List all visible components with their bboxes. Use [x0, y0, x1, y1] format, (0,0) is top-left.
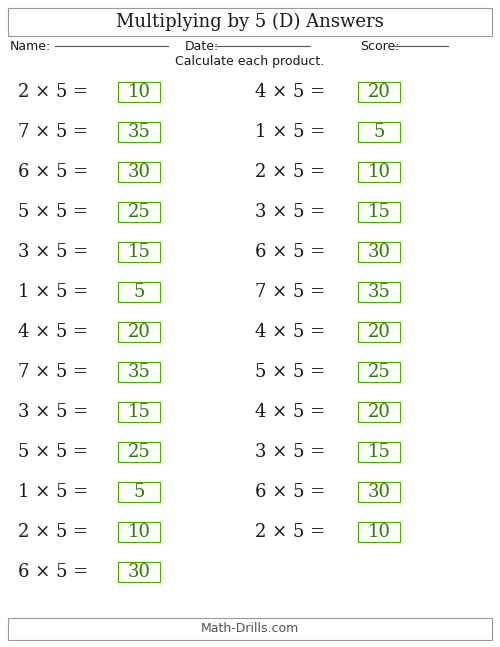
Text: 3 × 5 =: 3 × 5 = — [18, 243, 88, 261]
FancyBboxPatch shape — [118, 362, 160, 382]
Text: 4 × 5 =: 4 × 5 = — [18, 323, 88, 341]
Text: 35: 35 — [368, 283, 390, 301]
Text: 15: 15 — [128, 403, 150, 421]
FancyBboxPatch shape — [8, 618, 492, 640]
Text: 2 × 5 =: 2 × 5 = — [255, 163, 325, 181]
Text: 5: 5 — [374, 123, 384, 141]
Text: Date:: Date: — [185, 39, 219, 52]
Text: 25: 25 — [128, 443, 150, 461]
FancyBboxPatch shape — [358, 362, 400, 382]
FancyBboxPatch shape — [358, 162, 400, 182]
Text: 5 × 5 =: 5 × 5 = — [255, 363, 325, 381]
FancyBboxPatch shape — [118, 162, 160, 182]
Text: 7 × 5 =: 7 × 5 = — [18, 363, 88, 381]
FancyBboxPatch shape — [118, 322, 160, 342]
Text: 7 × 5 =: 7 × 5 = — [255, 283, 325, 301]
FancyBboxPatch shape — [118, 442, 160, 462]
Text: 2 × 5 =: 2 × 5 = — [18, 523, 88, 541]
Text: 3 × 5 =: 3 × 5 = — [18, 403, 88, 421]
Text: 10: 10 — [128, 83, 150, 101]
Text: 30: 30 — [128, 563, 150, 581]
Text: 1 × 5 =: 1 × 5 = — [18, 283, 88, 301]
FancyBboxPatch shape — [118, 82, 160, 102]
Text: 6 × 5 =: 6 × 5 = — [18, 163, 88, 181]
Text: 20: 20 — [368, 323, 390, 341]
FancyBboxPatch shape — [358, 242, 400, 262]
Text: 4 × 5 =: 4 × 5 = — [255, 323, 325, 341]
FancyBboxPatch shape — [358, 82, 400, 102]
FancyBboxPatch shape — [118, 562, 160, 582]
FancyBboxPatch shape — [358, 482, 400, 502]
Text: Calculate each product.: Calculate each product. — [176, 56, 324, 69]
Text: 30: 30 — [368, 483, 390, 501]
Text: 7 × 5 =: 7 × 5 = — [18, 123, 88, 141]
Text: 5 × 5 =: 5 × 5 = — [18, 443, 88, 461]
Text: 25: 25 — [128, 203, 150, 221]
Text: 6 × 5 =: 6 × 5 = — [255, 483, 325, 501]
Text: 30: 30 — [128, 163, 150, 181]
FancyBboxPatch shape — [118, 202, 160, 222]
FancyBboxPatch shape — [358, 442, 400, 462]
Text: 6 × 5 =: 6 × 5 = — [18, 563, 88, 581]
Text: 5: 5 — [134, 483, 144, 501]
Text: 20: 20 — [368, 403, 390, 421]
Text: 35: 35 — [128, 363, 150, 381]
Text: 3 × 5 =: 3 × 5 = — [255, 203, 325, 221]
Text: 15: 15 — [368, 443, 390, 461]
FancyBboxPatch shape — [358, 322, 400, 342]
Text: 1 × 5 =: 1 × 5 = — [18, 483, 88, 501]
FancyBboxPatch shape — [358, 282, 400, 302]
FancyBboxPatch shape — [118, 402, 160, 422]
FancyBboxPatch shape — [358, 122, 400, 142]
Text: 6 × 5 =: 6 × 5 = — [255, 243, 325, 261]
Text: 5 × 5 =: 5 × 5 = — [18, 203, 88, 221]
FancyBboxPatch shape — [358, 202, 400, 222]
Text: 10: 10 — [368, 163, 390, 181]
Text: 10: 10 — [368, 523, 390, 541]
FancyBboxPatch shape — [118, 482, 160, 502]
FancyBboxPatch shape — [118, 122, 160, 142]
Text: 4 × 5 =: 4 × 5 = — [255, 403, 325, 421]
Text: Math-Drills.com: Math-Drills.com — [201, 622, 299, 635]
Text: 2 × 5 =: 2 × 5 = — [18, 83, 88, 101]
Text: 1 × 5 =: 1 × 5 = — [255, 123, 325, 141]
Text: 30: 30 — [368, 243, 390, 261]
Text: 20: 20 — [128, 323, 150, 341]
Text: 5: 5 — [134, 283, 144, 301]
Text: 20: 20 — [368, 83, 390, 101]
FancyBboxPatch shape — [358, 522, 400, 542]
Text: 35: 35 — [128, 123, 150, 141]
Text: 4 × 5 =: 4 × 5 = — [255, 83, 325, 101]
FancyBboxPatch shape — [118, 282, 160, 302]
Text: 2 × 5 =: 2 × 5 = — [255, 523, 325, 541]
FancyBboxPatch shape — [118, 242, 160, 262]
FancyBboxPatch shape — [8, 8, 492, 36]
Text: Multiplying by 5 (D) Answers: Multiplying by 5 (D) Answers — [116, 13, 384, 31]
FancyBboxPatch shape — [358, 402, 400, 422]
Text: 10: 10 — [128, 523, 150, 541]
Text: 15: 15 — [368, 203, 390, 221]
Text: Score:: Score: — [360, 39, 400, 52]
Text: Name:: Name: — [10, 39, 51, 52]
FancyBboxPatch shape — [118, 522, 160, 542]
Text: 25: 25 — [368, 363, 390, 381]
Text: 15: 15 — [128, 243, 150, 261]
Text: 3 × 5 =: 3 × 5 = — [255, 443, 325, 461]
